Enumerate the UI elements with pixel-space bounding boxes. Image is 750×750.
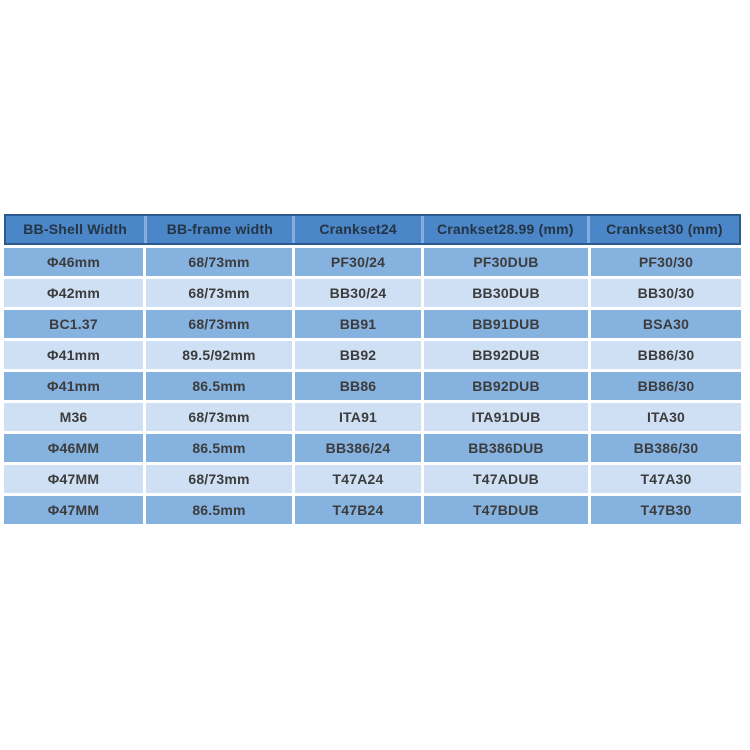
column-header-bb-frame-width: BB-frame width (147, 216, 293, 243)
table-cell: BB86/30 (591, 341, 741, 369)
table-cell: ITA91DUB (424, 403, 588, 431)
table-cell: PF30/24 (295, 248, 421, 276)
table-cell: PF30DUB (424, 248, 588, 276)
table-cell: T47A24 (295, 465, 421, 493)
table-cell: BB30/30 (591, 279, 741, 307)
table-cell: BB91DUB (424, 310, 588, 338)
table-cell: 86.5mm (146, 434, 292, 462)
table-row: Φ47MM 68/73mm T47A24 T47ADUB T47A30 (4, 465, 741, 493)
table-cell: T47B24 (295, 496, 421, 524)
table-cell: BB86/30 (591, 372, 741, 400)
table-cell: Φ46mm (4, 248, 143, 276)
table-cell: 86.5mm (146, 496, 292, 524)
table-row: Φ46MM 86.5mm BB386/24 BB386DUB BB386/30 (4, 434, 741, 462)
table-cell: Φ41mm (4, 341, 143, 369)
table-cell: T47ADUB (424, 465, 588, 493)
column-header-crankset30: Crankset30 (mm) (589, 216, 739, 243)
table-cell: BB386/30 (591, 434, 741, 462)
table-cell: 89.5/92mm (146, 341, 292, 369)
table-cell: ITA30 (591, 403, 741, 431)
table-row: Φ46mm 68/73mm PF30/24 PF30DUB PF30/30 (4, 248, 741, 276)
table-cell: Φ46MM (4, 434, 143, 462)
table-body: Φ46mm 68/73mm PF30/24 PF30DUB PF30/30 Φ42mm 68… (4, 248, 741, 524)
table-cell: Φ47MM (4, 496, 143, 524)
table-cell: T47A30 (591, 465, 741, 493)
table-cell: 68/73mm (146, 310, 292, 338)
table-cell: ITA91 (295, 403, 421, 431)
table-row: Φ41mm 86.5mm BB86 BB92DUB BB86/30 (4, 372, 741, 400)
column-header-crankset28-99: Crankset28.99 (mm) (423, 216, 587, 243)
table-cell: 68/73mm (146, 248, 292, 276)
table-row: M36 68/73mm ITA91 ITA91DUB ITA30 (4, 403, 741, 431)
table-cell: BB30/24 (295, 279, 421, 307)
table-cell: BSA30 (591, 310, 741, 338)
table-cell: 68/73mm (146, 403, 292, 431)
table-cell: BB30DUB (424, 279, 588, 307)
table-cell: Φ42mm (4, 279, 143, 307)
table-row: Φ41mm 89.5/92mm BB92 BB92DUB BB86/30 (4, 341, 741, 369)
table-row: BC1.37 68/73mm BB91 BB91DUB BSA30 (4, 310, 741, 338)
table-cell: T47B30 (591, 496, 741, 524)
table-cell: 86.5mm (146, 372, 292, 400)
table-cell: 68/73mm (146, 465, 292, 493)
table-row: Φ47MM 86.5mm T47B24 T47BDUB T47B30 (4, 496, 741, 524)
table-cell: Φ47MM (4, 465, 143, 493)
table-header-row: BB-Shell Width BB-frame width Crankset24… (4, 214, 741, 245)
table-cell: BC1.37 (4, 310, 143, 338)
table-cell: Φ41mm (4, 372, 143, 400)
table-cell: BB91 (295, 310, 421, 338)
table-cell: BB86 (295, 372, 421, 400)
table-cell: BB386DUB (424, 434, 588, 462)
column-header-crankset24: Crankset24 (295, 216, 421, 243)
bb-compatibility-table: BB-Shell Width BB-frame width Crankset24… (4, 214, 741, 524)
table-row: Φ42mm 68/73mm BB30/24 BB30DUB BB30/30 (4, 279, 741, 307)
table-cell: 68/73mm (146, 279, 292, 307)
table-cell: T47BDUB (424, 496, 588, 524)
table-cell: PF30/30 (591, 248, 741, 276)
column-header-bb-shell-width: BB-Shell Width (6, 216, 145, 243)
table-cell: M36 (4, 403, 143, 431)
table-cell: BB386/24 (295, 434, 421, 462)
table-cell: BB92 (295, 341, 421, 369)
table-cell: BB92DUB (424, 341, 588, 369)
table-cell: BB92DUB (424, 372, 588, 400)
